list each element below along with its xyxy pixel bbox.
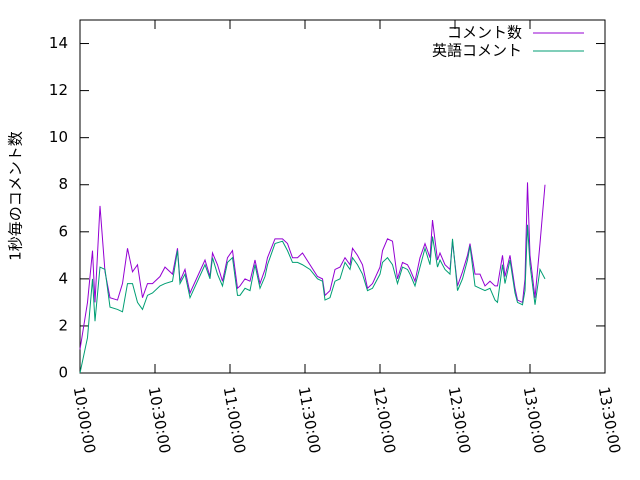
y-axis-label: 1秒毎のコメント数 (7, 131, 25, 261)
legend-label: 英語コメント (432, 42, 522, 60)
x-tick-label: 10:00:00 (70, 385, 99, 454)
y-tick-label: 0 (58, 364, 68, 382)
y-tick-label: 14 (49, 34, 68, 52)
y-tick-label: 8 (58, 175, 68, 193)
x-tick-label: 12:30:00 (445, 385, 474, 454)
x-tick-label: 11:30:00 (295, 385, 324, 454)
x-tick-label: 12:00:00 (370, 385, 399, 454)
y-tick-label: 2 (58, 316, 68, 334)
series-line (79, 224, 546, 374)
x-tick-label: 10:30:00 (145, 385, 174, 454)
series-line (79, 182, 546, 350)
legend-label: コメント数 (447, 24, 522, 42)
x-tick-label: 13:30:00 (595, 385, 624, 454)
y-tick-label: 4 (58, 269, 68, 287)
x-tick-label: 13:00:00 (520, 385, 549, 454)
y-tick-label: 12 (49, 81, 68, 99)
y-tick-label: 10 (49, 128, 68, 146)
x-tick-label: 11:00:00 (220, 385, 249, 454)
y-tick-label: 6 (58, 222, 68, 240)
plot-border (79, 19, 606, 374)
